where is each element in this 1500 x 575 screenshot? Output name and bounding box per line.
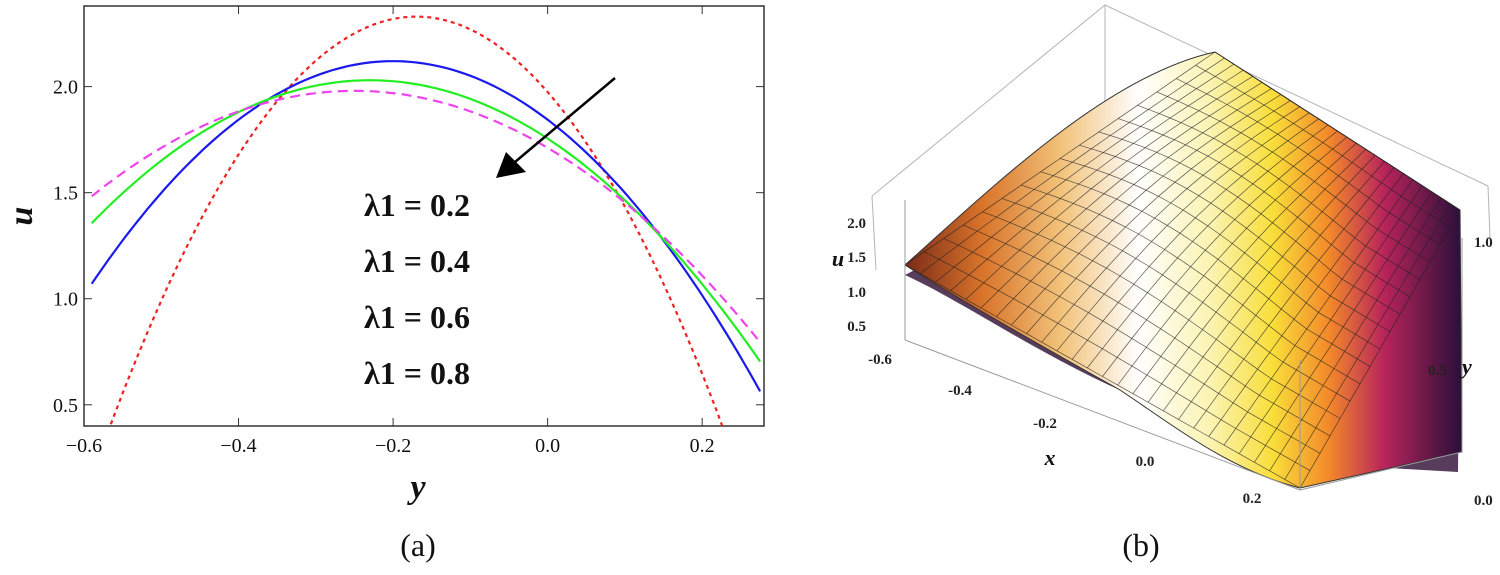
mesh-line-v [1079,144,1391,332]
legend-entry-1: λ1 = 0.2 [364,187,470,223]
z-tick-label: 0.5 [847,319,866,335]
x-tick-label: 0.2 [690,435,715,457]
legend-entry-4: λ1 = 0.8 [364,355,470,391]
mesh-line-v [1156,91,1431,263]
y-tick-label: 0.0 [1474,493,1493,509]
mesh-line-v [943,238,1321,454]
x-axis-label-a: y [406,469,426,506]
mesh-line-v [982,211,1341,419]
series-line-4 [91,89,761,343]
x-tick-label: −0.6 [66,435,102,457]
mesh-line-v [1040,171,1371,367]
panel-label-a: (a) [400,527,436,563]
mesh-line-v [924,251,1311,471]
y-axis-label-b: y [1459,354,1472,379]
mesh-line-v [904,264,1301,489]
chart-b: 0.5 1.0 1.5 2.0 u -0.6 -0.4 -0.2 0.0 0.2… [832,4,1493,563]
x-tick-label: -0.4 [948,383,972,399]
y-tick-label: 2.0 [53,77,78,99]
z-tick-label: 1.0 [847,285,866,301]
x-tick-label: 0.0 [1136,454,1155,470]
mesh-line-v [1059,158,1381,350]
y-tick-label: 1.0 [1474,235,1493,251]
x-tick-label: −0.2 [375,435,411,457]
y-tick-label: 0.5 [53,395,78,417]
mesh-line-v [1001,198,1351,402]
x-ticks-b: -0.6 -0.4 -0.2 0.0 0.2 [868,352,1261,507]
curve-layer-a [90,15,762,426]
mesh-line-v [1195,64,1451,228]
z-tick-label: 2.0 [847,216,866,232]
mesh-line-v [1117,118,1411,298]
mesh-line-v [1021,184,1361,385]
mesh-line-v [1214,51,1461,211]
annotation-arrow [496,77,616,178]
mesh-line-v [1137,104,1421,280]
y-axis-label-a: u [3,207,40,226]
mesh-line-v [962,224,1331,437]
mesh-line-v [1098,131,1401,315]
x-tick-label: 0.0 [535,435,560,457]
y-tick-label: 1.0 [53,289,78,311]
plot-frame-a [83,5,765,427]
box-front-edges [904,200,1463,491]
z-ticks-b: 0.5 1.0 1.5 2.0 [847,216,866,335]
y-tick-label: 1.5 [53,183,78,205]
x-tick-label: 0.2 [1243,491,1262,507]
x-axis-label-b: x [1044,445,1056,470]
legend-a: λ1 = 0.2 λ1 = 0.4 λ1 = 0.6 λ1 = 0.8 [364,187,470,391]
chart-a: −0.6 −0.4 −0.2 0.0 0.2 0.5 1.0 1.5 2.0 λ1 = 0.2 … [3,5,765,563]
y-tick-label: 0.5 [1428,363,1447,379]
x-tick-label: -0.2 [1033,416,1057,432]
series-line-3 [90,79,762,363]
panel-label-b: (b) [1122,527,1159,563]
legend-entry-3: λ1 = 0.6 [364,299,470,335]
legend-entry-2: λ1 = 0.4 [364,243,470,279]
surface-mesh [904,51,1461,489]
z-axis-label-b: u [832,246,844,271]
series-line-2 [90,60,762,392]
x-tick-label: −0.4 [220,435,256,457]
surface-main [904,51,1463,489]
y-ticks-b: 0.0 0.5 1.0 [1428,235,1493,509]
x-tick-label: -0.6 [868,352,892,368]
mesh-line-v [1176,78,1441,246]
tick-layer-a: −0.6 −0.4 −0.2 0.0 0.2 0.5 1.0 1.5 2.0 [53,6,764,457]
z-tick-label: 1.5 [847,250,866,266]
